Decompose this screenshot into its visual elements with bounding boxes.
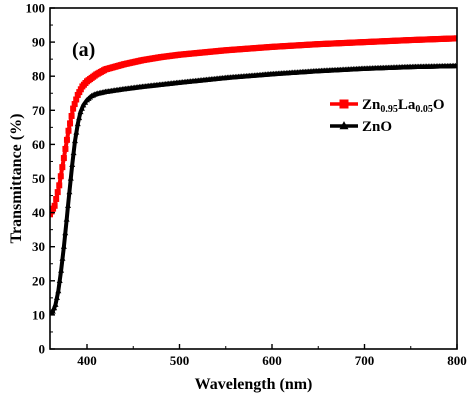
data-point — [59, 164, 66, 171]
series-1 — [50, 35, 457, 218]
x-tick-label: 400 — [77, 353, 97, 368]
y-tick-label: 50 — [32, 171, 45, 186]
y-tick-label: 40 — [32, 205, 45, 220]
data-point — [53, 195, 60, 202]
data-point — [65, 127, 72, 134]
data-point — [62, 145, 69, 152]
y-tick-label: 100 — [26, 1, 46, 16]
data-point — [50, 308, 56, 314]
data-point — [57, 173, 64, 180]
data-point — [67, 120, 74, 127]
data-point — [63, 136, 70, 143]
y-tick-label: 80 — [32, 69, 45, 84]
legend-text-part: La — [398, 97, 416, 113]
data-point — [56, 277, 63, 283]
y-tick-label: 10 — [32, 307, 45, 322]
data-point — [54, 189, 61, 196]
y-tick-label: 70 — [32, 103, 45, 118]
data-point — [76, 114, 83, 121]
legend-item-1: Zn0.95La0.05O — [330, 97, 445, 115]
data-point — [52, 301, 59, 307]
x-tick-label: 700 — [355, 353, 375, 368]
panel-label: (a) — [72, 39, 95, 61]
y-tick-label: 90 — [32, 35, 45, 50]
y-tick-label: 30 — [32, 239, 45, 254]
legend-text-part: O — [433, 97, 445, 113]
data-point — [69, 161, 76, 168]
data-point — [59, 255, 66, 261]
y-tick-label: 60 — [32, 137, 45, 152]
data-point — [60, 155, 67, 162]
legend-label: ZnO — [362, 119, 392, 135]
data-point — [454, 35, 457, 42]
legend-subscript: 0.05 — [415, 104, 433, 115]
y-tick-label: 0 — [39, 342, 46, 357]
data-point — [73, 129, 80, 135]
legend-marker — [339, 121, 349, 130]
x-tick-label: 600 — [262, 353, 282, 368]
data-point — [65, 202, 72, 208]
data-point — [68, 112, 75, 119]
x-tick-label: 500 — [170, 353, 190, 368]
plot-area — [50, 35, 457, 316]
axes: 0 10 20 30 40 50 60 70 80 90 100 400 500 600 700 800 — [26, 1, 467, 369]
legend-marker — [339, 99, 349, 109]
data-point — [55, 287, 62, 294]
x-tick-label: 800 — [447, 353, 467, 368]
data-point — [51, 304, 58, 311]
data-point — [74, 120, 81, 127]
data-point — [77, 108, 84, 115]
series-2 — [50, 62, 457, 316]
data-point — [71, 137, 78, 144]
y-axis-title: Transmittance (%) — [8, 114, 25, 244]
x-axis-title: Wavelength (nm) — [195, 376, 313, 393]
legend-text-part: Zn — [362, 97, 381, 113]
data-point — [63, 216, 70, 222]
data-point — [51, 202, 58, 209]
data-point — [53, 294, 60, 301]
data-point — [70, 105, 77, 112]
y-tick-label: 20 — [32, 273, 45, 288]
legend-subscript: 0.95 — [380, 104, 398, 115]
data-point — [73, 96, 80, 103]
data-point — [60, 243, 67, 249]
plot-frame — [49, 7, 458, 350]
data-point — [67, 175, 74, 181]
data-point — [66, 188, 73, 195]
data-point — [71, 101, 78, 108]
legend-item-2: ZnO — [330, 119, 392, 135]
data-point — [56, 182, 63, 189]
data-point — [78, 105, 85, 111]
data-point — [70, 149, 77, 156]
data-point — [62, 229, 69, 236]
legend-label: Zn0.95La0.05O — [362, 97, 445, 115]
data-point — [58, 267, 65, 273]
